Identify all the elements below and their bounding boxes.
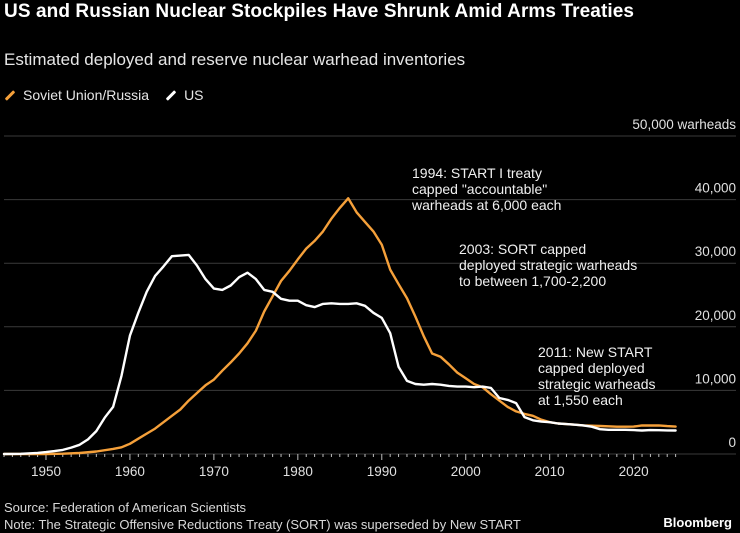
legend-item-us: US bbox=[165, 87, 204, 103]
series-line-russia bbox=[2, 197, 677, 456]
annotation-sort: 2003: SORT capped bbox=[459, 241, 586, 257]
y-tick-label: 50,000 warheads bbox=[632, 117, 736, 132]
annotation-newstart: at 1,550 each bbox=[538, 392, 623, 408]
y-tick-label: 30,000 bbox=[695, 244, 736, 259]
legend-item-russia: Soviet Union/Russia bbox=[4, 87, 149, 103]
chart-title: US and Russian Nuclear Stockpiles Have S… bbox=[4, 1, 635, 22]
annotation-start1: 1994: START I treaty bbox=[412, 165, 542, 181]
x-tick-label: 1950 bbox=[31, 464, 61, 479]
footnote: Note: The Strategic Offensive Reductions… bbox=[4, 517, 521, 532]
annotation-start1: warheads at 6,000 each bbox=[411, 197, 561, 213]
bloomberg-logo: Bloomberg bbox=[663, 515, 732, 530]
source-note: Source: Federation of American Scientist… bbox=[4, 500, 247, 515]
x-tick-label: 2010 bbox=[535, 464, 565, 479]
series-line-us bbox=[2, 253, 677, 456]
y-tick-label: 40,000 bbox=[695, 181, 736, 196]
annotation-newstart: strategic warheads bbox=[538, 376, 656, 392]
chart-subtitle: Estimated deployed and reserve nuclear w… bbox=[4, 50, 466, 69]
x-tick-label: 2020 bbox=[619, 464, 649, 479]
x-tick-label: 1970 bbox=[199, 464, 229, 479]
y-tick-label: 10,000 bbox=[695, 371, 736, 386]
x-tick-label: 1980 bbox=[283, 464, 313, 479]
x-tick-label: 1960 bbox=[115, 464, 145, 479]
annotation-newstart: capped deployed bbox=[538, 360, 645, 376]
legend-label-us: US bbox=[184, 87, 204, 103]
y-tick-label: 20,000 bbox=[695, 308, 736, 323]
legend: Soviet Union/Russia US bbox=[4, 86, 220, 104]
legend-label-russia: Soviet Union/Russia bbox=[23, 87, 150, 103]
annotation-start1: capped "accountable" bbox=[412, 181, 547, 197]
annotation-sort: to between 1,700-2,200 bbox=[459, 273, 606, 289]
x-tick-label: 2000 bbox=[451, 464, 481, 479]
annotation-sort: deployed strategic warheads bbox=[459, 257, 637, 273]
annotation-newstart: 2011: New START bbox=[538, 344, 653, 360]
y-tick-label: 0 bbox=[728, 435, 736, 450]
x-tick-label: 1990 bbox=[367, 464, 397, 479]
